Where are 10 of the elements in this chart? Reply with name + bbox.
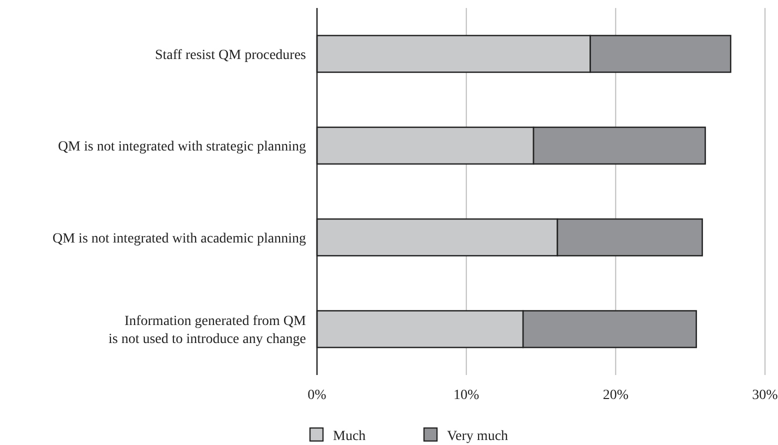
x-tick-label: 0%	[308, 388, 327, 403]
y-tick-label: Information generated from QM is not used to introduce any change	[108, 314, 307, 348]
y-tick-label: QM is not integrated with strategic planning	[58, 140, 306, 155]
x-tick-label: 20%	[602, 388, 629, 403]
x-tick-label: 30%	[752, 388, 778, 403]
y-tick-label: Staff resist QM procedures	[155, 48, 306, 63]
legend-label: Much	[333, 429, 366, 444]
legend-label: Very much	[447, 429, 508, 444]
x-tick-label: 10%	[453, 388, 480, 403]
y-tick-label: QM is not integrated with academic planning	[52, 231, 306, 246]
